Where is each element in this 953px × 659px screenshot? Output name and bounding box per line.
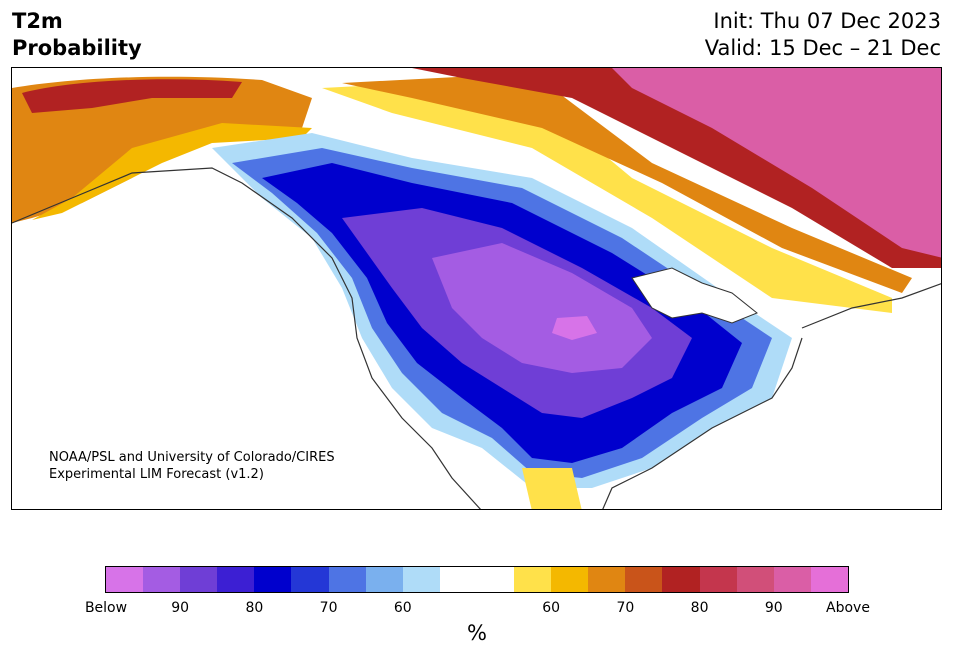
colorbar-tick-label: 90 (171, 600, 190, 616)
colorbar-tick-label: 90 (764, 600, 783, 616)
colorbar-segment (625, 567, 663, 592)
coastline (12, 167, 941, 509)
colorbar-tick-label: 80 (690, 600, 709, 616)
map-canvas (12, 68, 941, 509)
colorbar-segment (736, 567, 774, 592)
canada-above-mid (342, 73, 912, 293)
colorbar-segment (328, 567, 366, 592)
great-lakes (631, 267, 758, 324)
colorbar-tick-label: 70 (616, 600, 635, 616)
colorbar-unit: % (467, 621, 487, 645)
colorbar-segment (180, 567, 218, 592)
colorbar-segment (514, 567, 552, 592)
colorbar-segment (439, 567, 477, 592)
colorbar-segment (476, 567, 515, 592)
alaska-above-strong-region (22, 79, 242, 113)
colorbar-segment (291, 567, 329, 592)
forecast-dates: Init: Thu 07 Dec 2023 Valid: 15 Dec – 21… (705, 8, 941, 62)
colorbar-segment (217, 567, 255, 592)
colorbar-tick-label: Above (826, 600, 870, 616)
colorbar-tick-label: 60 (393, 600, 412, 616)
colorbar-segment (365, 567, 403, 592)
colorbar-segment (810, 567, 848, 592)
valid-range: Valid: 15 Dec – 21 Dec (704, 36, 941, 60)
mexico-above-patch (522, 468, 582, 509)
title-line-1: T2m (12, 9, 63, 33)
colorbar-segment (106, 567, 144, 592)
colorbar (105, 566, 849, 593)
colorbar-segment (254, 567, 292, 592)
conus-below-max (552, 316, 597, 340)
title-line-2: Probability (12, 36, 142, 60)
colorbar-segment (402, 567, 440, 592)
credit-line-1: NOAA/PSL and University of Colorado/CIRE… (49, 450, 335, 465)
colorbar-tick-label: Below (84, 600, 128, 616)
colorbar-tick-label: 70 (319, 600, 338, 616)
colorbar-segment (551, 567, 589, 592)
colorbar-tick-label: 80 (245, 600, 264, 616)
colorbar-segment (588, 567, 626, 592)
probability-map (11, 67, 942, 510)
data-credit: NOAA/PSL and University of Colorado/CIRE… (49, 449, 335, 483)
colorbar-segment (143, 567, 181, 592)
map-title: T2m Probability (12, 8, 142, 62)
conus-below-stronger (432, 243, 652, 373)
colorbar-tick-label: 60 (542, 600, 561, 616)
credit-line-2: Experimental LIM Forecast (v1.2) (49, 467, 264, 482)
canada-above-band (322, 78, 892, 313)
init-date: Init: Thu 07 Dec 2023 (713, 9, 941, 33)
colorbar-segment (699, 567, 737, 592)
colorbar-segment (662, 567, 700, 592)
colorbar-segment (773, 567, 811, 592)
canada-above-max (612, 68, 941, 258)
alaska-above-weak-region (32, 123, 312, 220)
